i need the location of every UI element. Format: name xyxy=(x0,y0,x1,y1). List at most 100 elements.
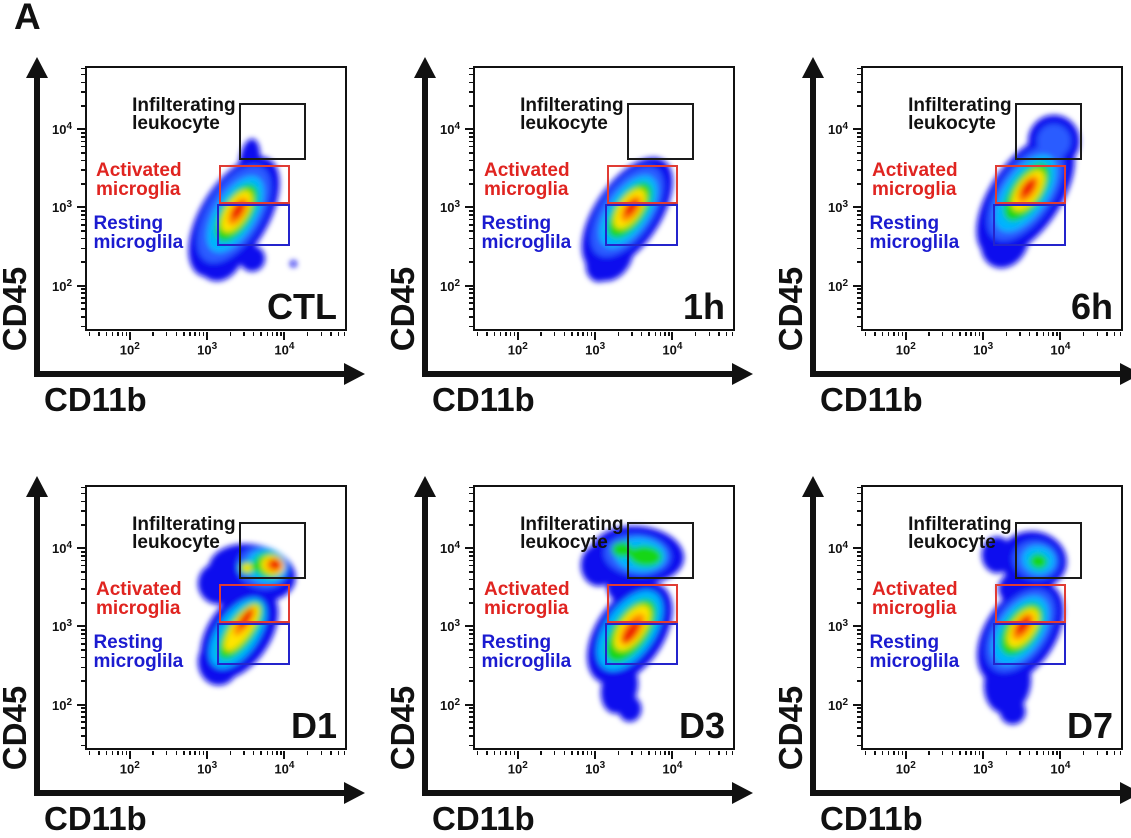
y-axis-tick xyxy=(81,721,85,723)
x-axis-tick xyxy=(1047,332,1050,336)
y-axis-tick xyxy=(469,145,473,148)
y-axis-tick xyxy=(469,218,473,221)
x-axis-tick xyxy=(260,751,262,755)
density-layer xyxy=(242,563,252,572)
x-axis-tick xyxy=(897,332,900,336)
y-axis-tick xyxy=(81,633,85,635)
y-axis-arrow xyxy=(422,495,428,796)
y-axis-tick xyxy=(857,261,861,263)
x-axis-tick xyxy=(553,332,556,336)
y-axis-tick xyxy=(857,602,861,604)
x-axis-tick xyxy=(874,332,876,336)
x-axis-arrowhead-icon xyxy=(732,782,753,804)
gate-label-activated: Activated microglia xyxy=(96,578,182,619)
y-axis-tick xyxy=(469,73,473,76)
y-axis-tick xyxy=(469,707,473,709)
y-axis-arrow xyxy=(422,76,428,377)
gate-label-infiltrating: Infilterating leukocyte xyxy=(132,513,236,554)
y-axis-tick xyxy=(469,183,473,185)
x-axis-tick xyxy=(951,751,954,755)
x-axis-arrow xyxy=(34,790,344,796)
x-axis-tick xyxy=(1036,332,1038,336)
x-axis-tick xyxy=(893,751,895,755)
x-axis-tick xyxy=(654,332,656,336)
x-axis-tick xyxy=(671,332,674,340)
y-axis-tick xyxy=(469,261,473,263)
gate-infiltrating-leukocyte xyxy=(1015,522,1082,579)
y-axis-tick xyxy=(857,214,861,216)
y-axis-tick-labels: 102 103 104 xyxy=(28,485,72,750)
x-axis-tick xyxy=(1059,332,1062,340)
axis-tick-label: 102 xyxy=(439,277,460,294)
x-axis-tick xyxy=(260,332,262,336)
x-axis-tick xyxy=(1052,751,1054,755)
x-axis-tick xyxy=(864,332,867,336)
panel-timepoint-label: D1 xyxy=(290,705,337,746)
density-layer xyxy=(269,558,281,569)
gate-label-infiltrating: Infilterating leukocyte xyxy=(520,513,624,554)
x-axis-tick xyxy=(276,332,278,336)
gate-activated-microglia xyxy=(994,583,1066,624)
y-axis-tick xyxy=(81,500,85,502)
y-axis-tick xyxy=(857,727,861,729)
x-axis-tick xyxy=(476,332,479,336)
x-axis-tick xyxy=(516,751,519,759)
x-axis-tick xyxy=(928,751,930,755)
y-axis-tick xyxy=(81,325,85,328)
y-axis-tick xyxy=(857,224,861,226)
x-axis-ticks xyxy=(861,751,1123,761)
axis-tick-label: 104 xyxy=(1050,760,1071,777)
x-axis-tick xyxy=(243,751,245,755)
x-axis-tick xyxy=(509,751,512,755)
x-axis-tick xyxy=(708,332,711,336)
y-axis-tick xyxy=(81,237,85,240)
y-axis-tick xyxy=(857,210,861,212)
y-axis-arrowhead-icon xyxy=(414,476,436,497)
y-axis-tick xyxy=(857,707,861,709)
axis-tick-label: 102 xyxy=(507,760,528,777)
y-axis-tick xyxy=(469,559,473,562)
y-axis-tick-labels: 102 103 104 xyxy=(416,485,460,750)
y-axis-tick xyxy=(469,721,473,723)
x-axis-tick xyxy=(970,332,972,336)
flow-panel: CD45 CD11b 102 103 104 102 103 104 Infiltera… xyxy=(772,0,1131,419)
y-axis-arrowhead-icon xyxy=(802,476,824,497)
gate-label-activated: Activated microglia xyxy=(872,578,958,619)
y-axis-tick xyxy=(81,578,85,581)
gate-label-resting: Resting microglila xyxy=(869,213,960,254)
x-axis-tick xyxy=(893,332,895,336)
y-axis-tick xyxy=(469,297,473,299)
y-axis-tick xyxy=(469,666,473,669)
gate-resting-microglia xyxy=(992,203,1067,246)
x-axis-tick xyxy=(266,332,268,336)
y-axis-tick xyxy=(857,152,861,154)
gate-infiltrating-leukocyte xyxy=(239,522,306,579)
y-axis-tick xyxy=(857,588,861,590)
x-axis-tick xyxy=(731,751,734,755)
axis-tick-label: 104 xyxy=(51,540,72,557)
y-axis-tick xyxy=(469,637,473,640)
y-axis-tick xyxy=(77,284,85,287)
plot-area: Infilterating leukocyte Activated microg… xyxy=(85,66,347,331)
y-axis-tick xyxy=(857,656,861,659)
gate-resting-microglia xyxy=(216,203,291,246)
y-axis-arrowhead-icon xyxy=(26,57,48,78)
panel-timepoint-label: CTL xyxy=(267,286,337,327)
x-axis-ticks xyxy=(473,751,735,761)
gate-label-activated: Activated microglia xyxy=(96,159,182,200)
x-axis-tick xyxy=(1005,751,1008,755)
y-axis-tick xyxy=(469,91,473,93)
y-axis-tick xyxy=(469,152,473,154)
gate-resting-microglia xyxy=(216,622,291,665)
x-axis-tick xyxy=(897,751,900,755)
x-axis-tick xyxy=(111,751,114,755)
y-axis-tick xyxy=(81,145,85,148)
axis-tick-label: 102 xyxy=(895,341,916,358)
x-axis-tick xyxy=(959,751,961,755)
x-axis-arrow xyxy=(34,371,344,377)
x-axis-arrow xyxy=(810,790,1120,796)
x-axis-tick xyxy=(1096,751,1099,755)
gate-label-resting: Resting microglila xyxy=(869,632,960,673)
x-axis-tick-labels: 102 103 104 xyxy=(85,760,347,782)
y-axis-tick xyxy=(469,602,473,604)
